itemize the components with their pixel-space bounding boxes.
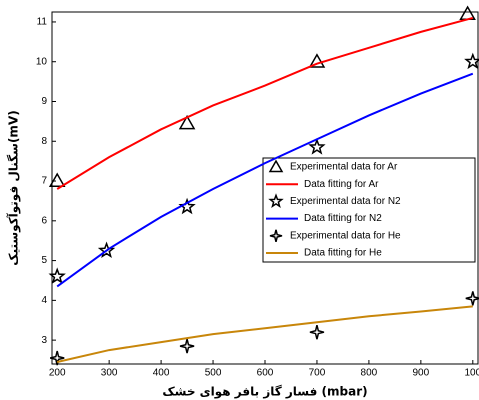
legend-label: Experimental data for N2 (290, 196, 401, 207)
data-point (179, 338, 195, 354)
legend-label: Data fitting for He (304, 248, 382, 259)
data-point (309, 324, 325, 340)
data-point (48, 267, 66, 284)
legend-swatch (268, 193, 284, 208)
data-point (465, 291, 479, 306)
y-tick-label: 6 (41, 215, 47, 226)
data-point (97, 241, 116, 259)
x-axis-label: فسار گاز بافر هوای خشک (mbar) (162, 385, 367, 400)
y-tick-label: 9 (41, 96, 47, 107)
fit-line (56, 305, 473, 363)
x-tick-label: 900 (413, 368, 430, 379)
y-tick-label: 3 (41, 335, 47, 346)
legend-swatch (269, 229, 283, 242)
y-tick-label: 11 (37, 17, 48, 28)
y-tick-label: 4 (41, 295, 47, 306)
x-tick-label: 800 (361, 368, 378, 379)
y-tick-label: 5 (41, 255, 47, 266)
y-tick-label: 8 (41, 136, 47, 147)
data-point (178, 114, 196, 130)
data-point (308, 138, 326, 155)
fit-line (56, 72, 474, 288)
y-tick-label: 7 (41, 176, 47, 187)
legend (262, 157, 476, 263)
x-tick-label: 500 (205, 368, 222, 379)
x-tick-label: 300 (101, 368, 118, 379)
y-tick-label: 10 (36, 56, 48, 67)
data-point (308, 53, 326, 68)
y-axis-label: سگنال فوتوآکوستیک(mV) (6, 110, 22, 265)
x-tick-label: 100 (464, 368, 479, 379)
x-tick-label: 200 (49, 368, 66, 379)
data-point (48, 172, 66, 188)
x-tick-label: 600 (257, 368, 274, 379)
data-point (464, 52, 479, 70)
legend-label: Experimental data for Ar (290, 162, 398, 173)
legend-label: Data fitting for N2 (304, 213, 382, 224)
fit-line (56, 17, 474, 190)
data-point (50, 350, 65, 366)
legend-label: Data fitting for Ar (304, 179, 379, 190)
legend-label: Experimental data for He (290, 230, 401, 241)
legend-swatch (268, 159, 284, 173)
x-tick-label: 700 (309, 368, 326, 379)
x-tick-label: 400 (153, 368, 170, 379)
